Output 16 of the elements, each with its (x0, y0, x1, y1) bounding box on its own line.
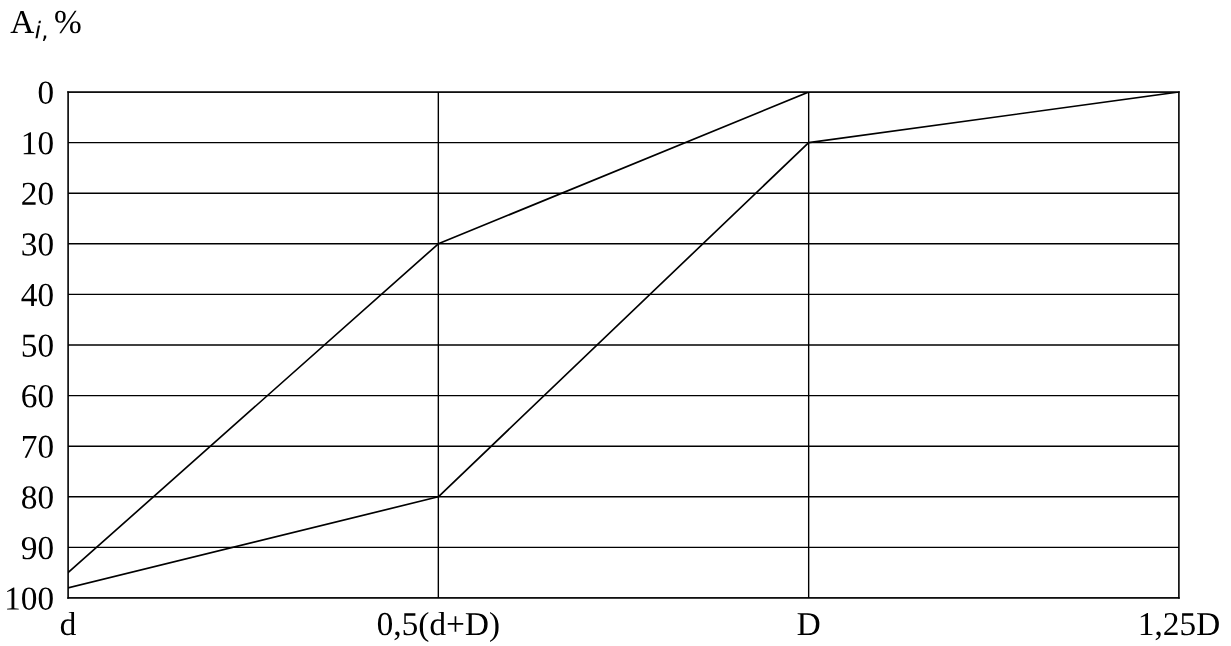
y-tick-label: 0 (38, 81, 53, 104)
y-tick-label: 60 (22, 385, 53, 408)
x-tick-label: 0,5(d+D) (377, 611, 499, 643)
y-tick-label: 100 (7, 587, 53, 610)
y-tick-label: 80 (22, 486, 53, 509)
y-axis-title: A$_{i,}$% (10, 10, 81, 42)
x-tick-label: d (60, 611, 76, 636)
x-tick-label: 1,25D (1140, 612, 1219, 641)
y-tick-label: 20 (22, 182, 53, 206)
y-tick-label: 40 (21, 283, 53, 307)
x-tick-label: D (797, 613, 820, 636)
y-tick-label: 10 (23, 132, 53, 155)
y-tick-label: 90 (21, 536, 53, 560)
y-tick-label: 70 (22, 435, 53, 459)
y-tick-label: 30 (22, 233, 53, 256)
y-tick-label: 50 (22, 334, 53, 357)
